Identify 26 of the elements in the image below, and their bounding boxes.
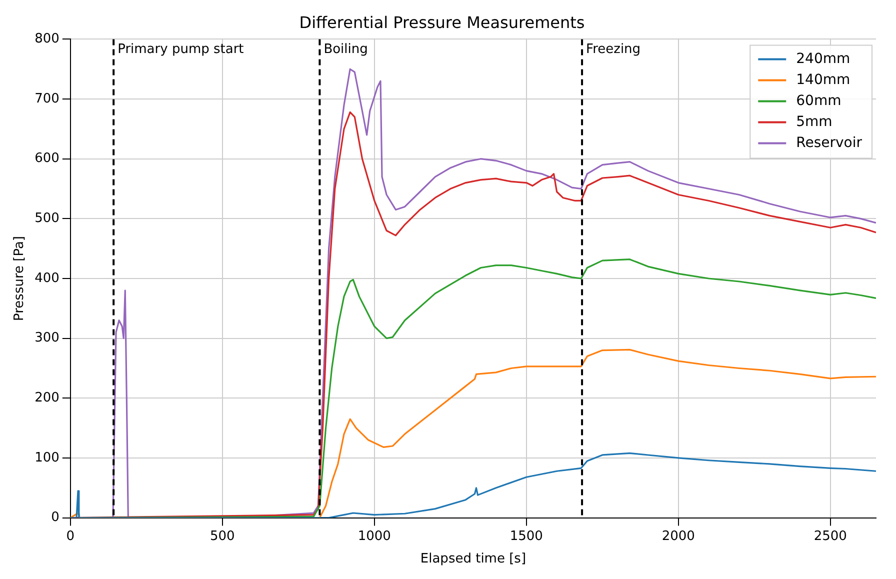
ref-line-label: Primary pump start: [118, 42, 244, 58]
y-tick-label: 0: [51, 510, 60, 526]
ref-line-label: Freezing: [586, 42, 641, 58]
y-tick-label: 500: [34, 211, 60, 226]
y-tick-label: 400: [34, 270, 60, 286]
y-tick-label: 800: [34, 32, 60, 47]
y-tick-label: 100: [34, 450, 60, 466]
legend-label: 240mm: [796, 50, 850, 67]
legend-label: 140mm: [796, 72, 850, 88]
x-tick-label: 1500: [510, 528, 543, 544]
y-tick-label: 300: [34, 330, 60, 346]
x-axis-title: Elapsed time [s]: [420, 552, 526, 567]
x-tick-label: 500: [210, 528, 235, 544]
legend-label: Reservoir: [796, 134, 862, 151]
ref-line-label: Boiling: [324, 42, 368, 58]
y-tick-label: 600: [34, 151, 60, 166]
legend-label: 5mm: [796, 114, 832, 130]
x-tick-label: 1000: [358, 528, 391, 544]
chart-title: Differential Pressure Measurements: [299, 12, 585, 32]
y-axis-title: Pressure [Pa]: [12, 236, 28, 322]
x-tick-label: 2000: [662, 528, 695, 544]
legend-label: 60mm: [796, 92, 842, 109]
x-tick-label: 0: [66, 528, 75, 544]
y-tick-label: 200: [34, 390, 60, 406]
x-tick-label: 2500: [814, 528, 847, 544]
y-tick-label: 700: [34, 91, 60, 106]
